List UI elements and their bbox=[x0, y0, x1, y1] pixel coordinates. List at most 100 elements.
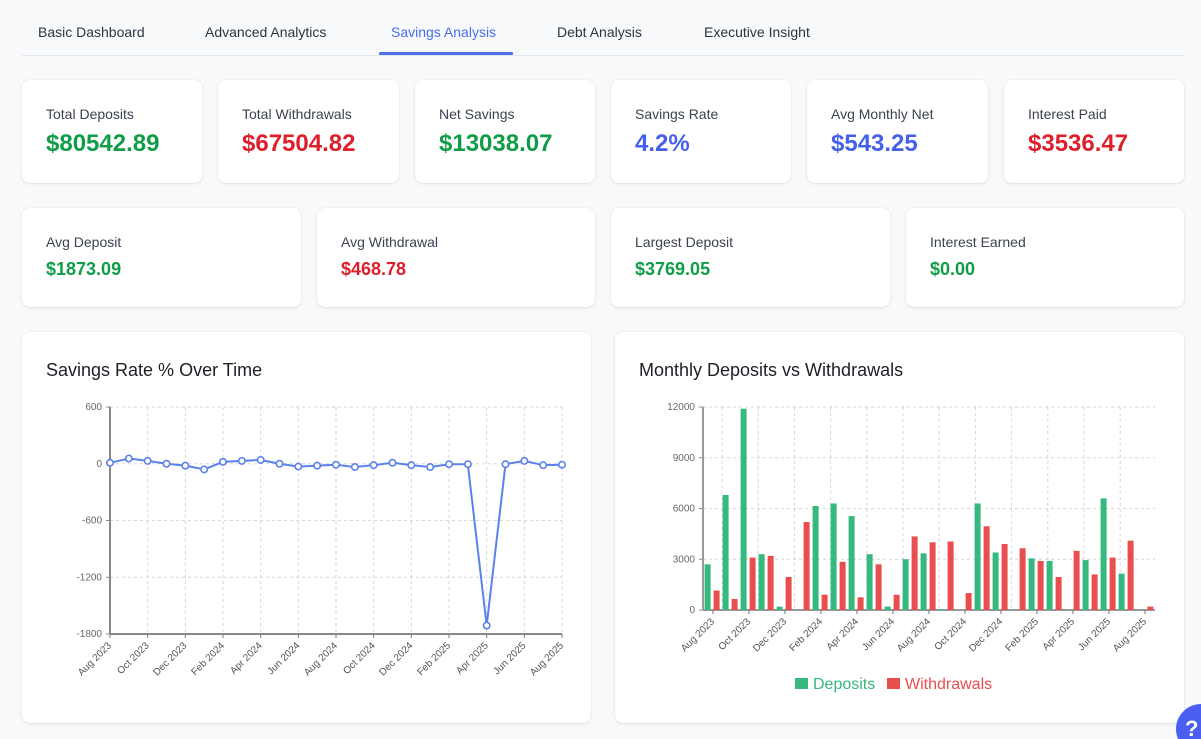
kpi-card-total-withdrawals: Total Withdrawals $67504.82 bbox=[218, 80, 399, 183]
x-tick-label: Oct 2024 bbox=[341, 640, 378, 677]
withdrawal-bar bbox=[785, 577, 792, 610]
tab-executive-insight[interactable]: Executive Insight bbox=[704, 24, 810, 40]
x-tick-label: Feb 2025 bbox=[1003, 616, 1041, 654]
data-point bbox=[520, 456, 529, 465]
withdrawal-bar bbox=[839, 561, 846, 610]
y-tick-label: 9000 bbox=[673, 453, 696, 464]
kpi-value: $13038.07 bbox=[439, 130, 553, 157]
data-point bbox=[275, 459, 284, 468]
deposit-bar bbox=[758, 554, 765, 610]
withdrawal-bar bbox=[713, 590, 720, 610]
withdrawal-bar bbox=[731, 599, 738, 610]
data-point bbox=[557, 460, 566, 469]
legend-deposits-label: Deposits bbox=[813, 676, 875, 693]
tab-basic-dashboard[interactable]: Basic Dashboard bbox=[38, 24, 145, 40]
deposit-bar bbox=[830, 503, 837, 610]
data-point bbox=[369, 461, 378, 470]
x-tick-label: Feb 2024 bbox=[189, 640, 227, 678]
tab-advanced-analytics[interactable]: Advanced Analytics bbox=[205, 24, 327, 40]
x-tick-label: Aug 2024 bbox=[895, 616, 933, 654]
data-point bbox=[294, 462, 303, 471]
withdrawal-bar bbox=[857, 597, 864, 610]
kpi-value: $67504.82 bbox=[242, 130, 356, 157]
deposit-bar bbox=[1082, 560, 1089, 610]
chart-title: Savings Rate % Over Time bbox=[46, 360, 263, 380]
deposit-bar bbox=[1028, 558, 1035, 610]
data-point bbox=[407, 461, 416, 470]
data-point bbox=[313, 461, 322, 470]
kpi-label: Interest Earned bbox=[930, 234, 1026, 250]
kpi-value: $3769.05 bbox=[635, 259, 711, 279]
data-point bbox=[219, 457, 228, 466]
withdrawal-bar bbox=[947, 541, 954, 610]
x-tick-label: Apr 2025 bbox=[1041, 616, 1078, 653]
kpi-value: $3536.47 bbox=[1028, 130, 1129, 157]
deposit-bar bbox=[1100, 498, 1107, 610]
data-point bbox=[331, 460, 340, 469]
kpi-value: $543.25 bbox=[831, 130, 918, 157]
x-tick-label: Oct 2023 bbox=[115, 640, 152, 677]
withdrawal-bar bbox=[911, 536, 918, 610]
data-point bbox=[124, 454, 133, 463]
x-tick-label: Feb 2025 bbox=[415, 640, 453, 678]
kpi-card-net-savings: Net Savings $13038.07 bbox=[415, 80, 595, 183]
kpi-card-interest-paid: Interest Paid $3536.47 bbox=[1004, 80, 1184, 183]
kpi-card-avg-monthly-net: Avg Monthly Net $543.25 bbox=[807, 80, 988, 183]
kpi-value: $1873.09 bbox=[46, 259, 122, 279]
x-tick-label: Aug 2025 bbox=[1111, 616, 1149, 654]
deposit-bar bbox=[920, 553, 927, 610]
y-tick-label: -600 bbox=[82, 516, 102, 527]
deposit-bar bbox=[1046, 560, 1053, 610]
y-tick-label: 6000 bbox=[673, 504, 696, 515]
deposit-bar bbox=[740, 408, 747, 610]
data-point bbox=[482, 621, 491, 630]
data-point bbox=[143, 456, 152, 465]
deposit-bar bbox=[1118, 573, 1125, 610]
withdrawal-bar bbox=[929, 542, 936, 610]
kpi-label: Net Savings bbox=[439, 106, 515, 122]
tab-bar: Basic Dashboard Advanced Analytics Savin… bbox=[22, 0, 1184, 56]
x-tick-label: Aug 2024 bbox=[302, 640, 340, 678]
data-point bbox=[256, 455, 265, 464]
x-tick-label: Dec 2024 bbox=[967, 616, 1005, 654]
data-point bbox=[200, 465, 209, 474]
withdrawal-bar bbox=[965, 593, 972, 610]
kpi-card-largest-deposit: Largest Deposit $3769.05 bbox=[611, 208, 890, 307]
chart-title: Monthly Deposits vs Withdrawals bbox=[639, 360, 904, 380]
x-tick-label: Jun 2024 bbox=[860, 616, 897, 653]
deposit-bar bbox=[848, 516, 855, 610]
x-tick-label: Jun 2025 bbox=[1076, 616, 1113, 653]
tab-debt-analysis[interactable]: Debt Analysis bbox=[557, 24, 642, 40]
data-point bbox=[106, 458, 115, 467]
withdrawal-bar bbox=[1001, 544, 1008, 610]
y-tick-label: -1800 bbox=[76, 629, 102, 640]
y-tick-label: 0 bbox=[96, 459, 102, 470]
kpi-label: Total Deposits bbox=[46, 106, 134, 122]
kpi-value: 4.2% bbox=[635, 130, 690, 157]
x-tick-label: Oct 2024 bbox=[933, 616, 970, 653]
kpi-card-avg-deposit: Avg Deposit $1873.09 bbox=[22, 208, 301, 307]
x-tick-label: Jun 2024 bbox=[266, 640, 303, 677]
active-tab-indicator bbox=[379, 52, 513, 55]
data-point bbox=[463, 460, 472, 469]
savings-rate-chart-card: Savings Rate % Over Time 600 0 -600 -1200 -1… bbox=[22, 332, 591, 723]
withdrawal-bar bbox=[893, 594, 900, 610]
deposit-bar bbox=[866, 554, 873, 610]
kpi-card-avg-withdrawal: Avg Withdrawal $468.78 bbox=[317, 208, 595, 307]
x-tick-label: Aug 2025 bbox=[528, 640, 566, 678]
data-point bbox=[237, 456, 246, 465]
withdrawal-bar bbox=[875, 564, 882, 610]
tab-savings-analysis[interactable]: Savings Analysis bbox=[391, 24, 497, 40]
withdrawal-bar bbox=[1055, 577, 1062, 610]
kpi-label: Avg Deposit bbox=[46, 234, 122, 250]
withdrawal-bar bbox=[1127, 540, 1134, 610]
x-tick-label: Jun 2025 bbox=[492, 640, 529, 677]
x-tick-label: Aug 2023 bbox=[679, 616, 717, 654]
deposits-withdrawals-chart-card: Monthly Deposits vs Withdrawals 0 3000 600… bbox=[615, 332, 1184, 723]
question-mark-icon[interactable]: ? bbox=[1176, 704, 1201, 739]
kpi-label: Avg Withdrawal bbox=[341, 234, 439, 250]
deposit-bar bbox=[812, 505, 819, 610]
data-point bbox=[181, 461, 190, 470]
withdrawal-bar bbox=[749, 557, 756, 610]
